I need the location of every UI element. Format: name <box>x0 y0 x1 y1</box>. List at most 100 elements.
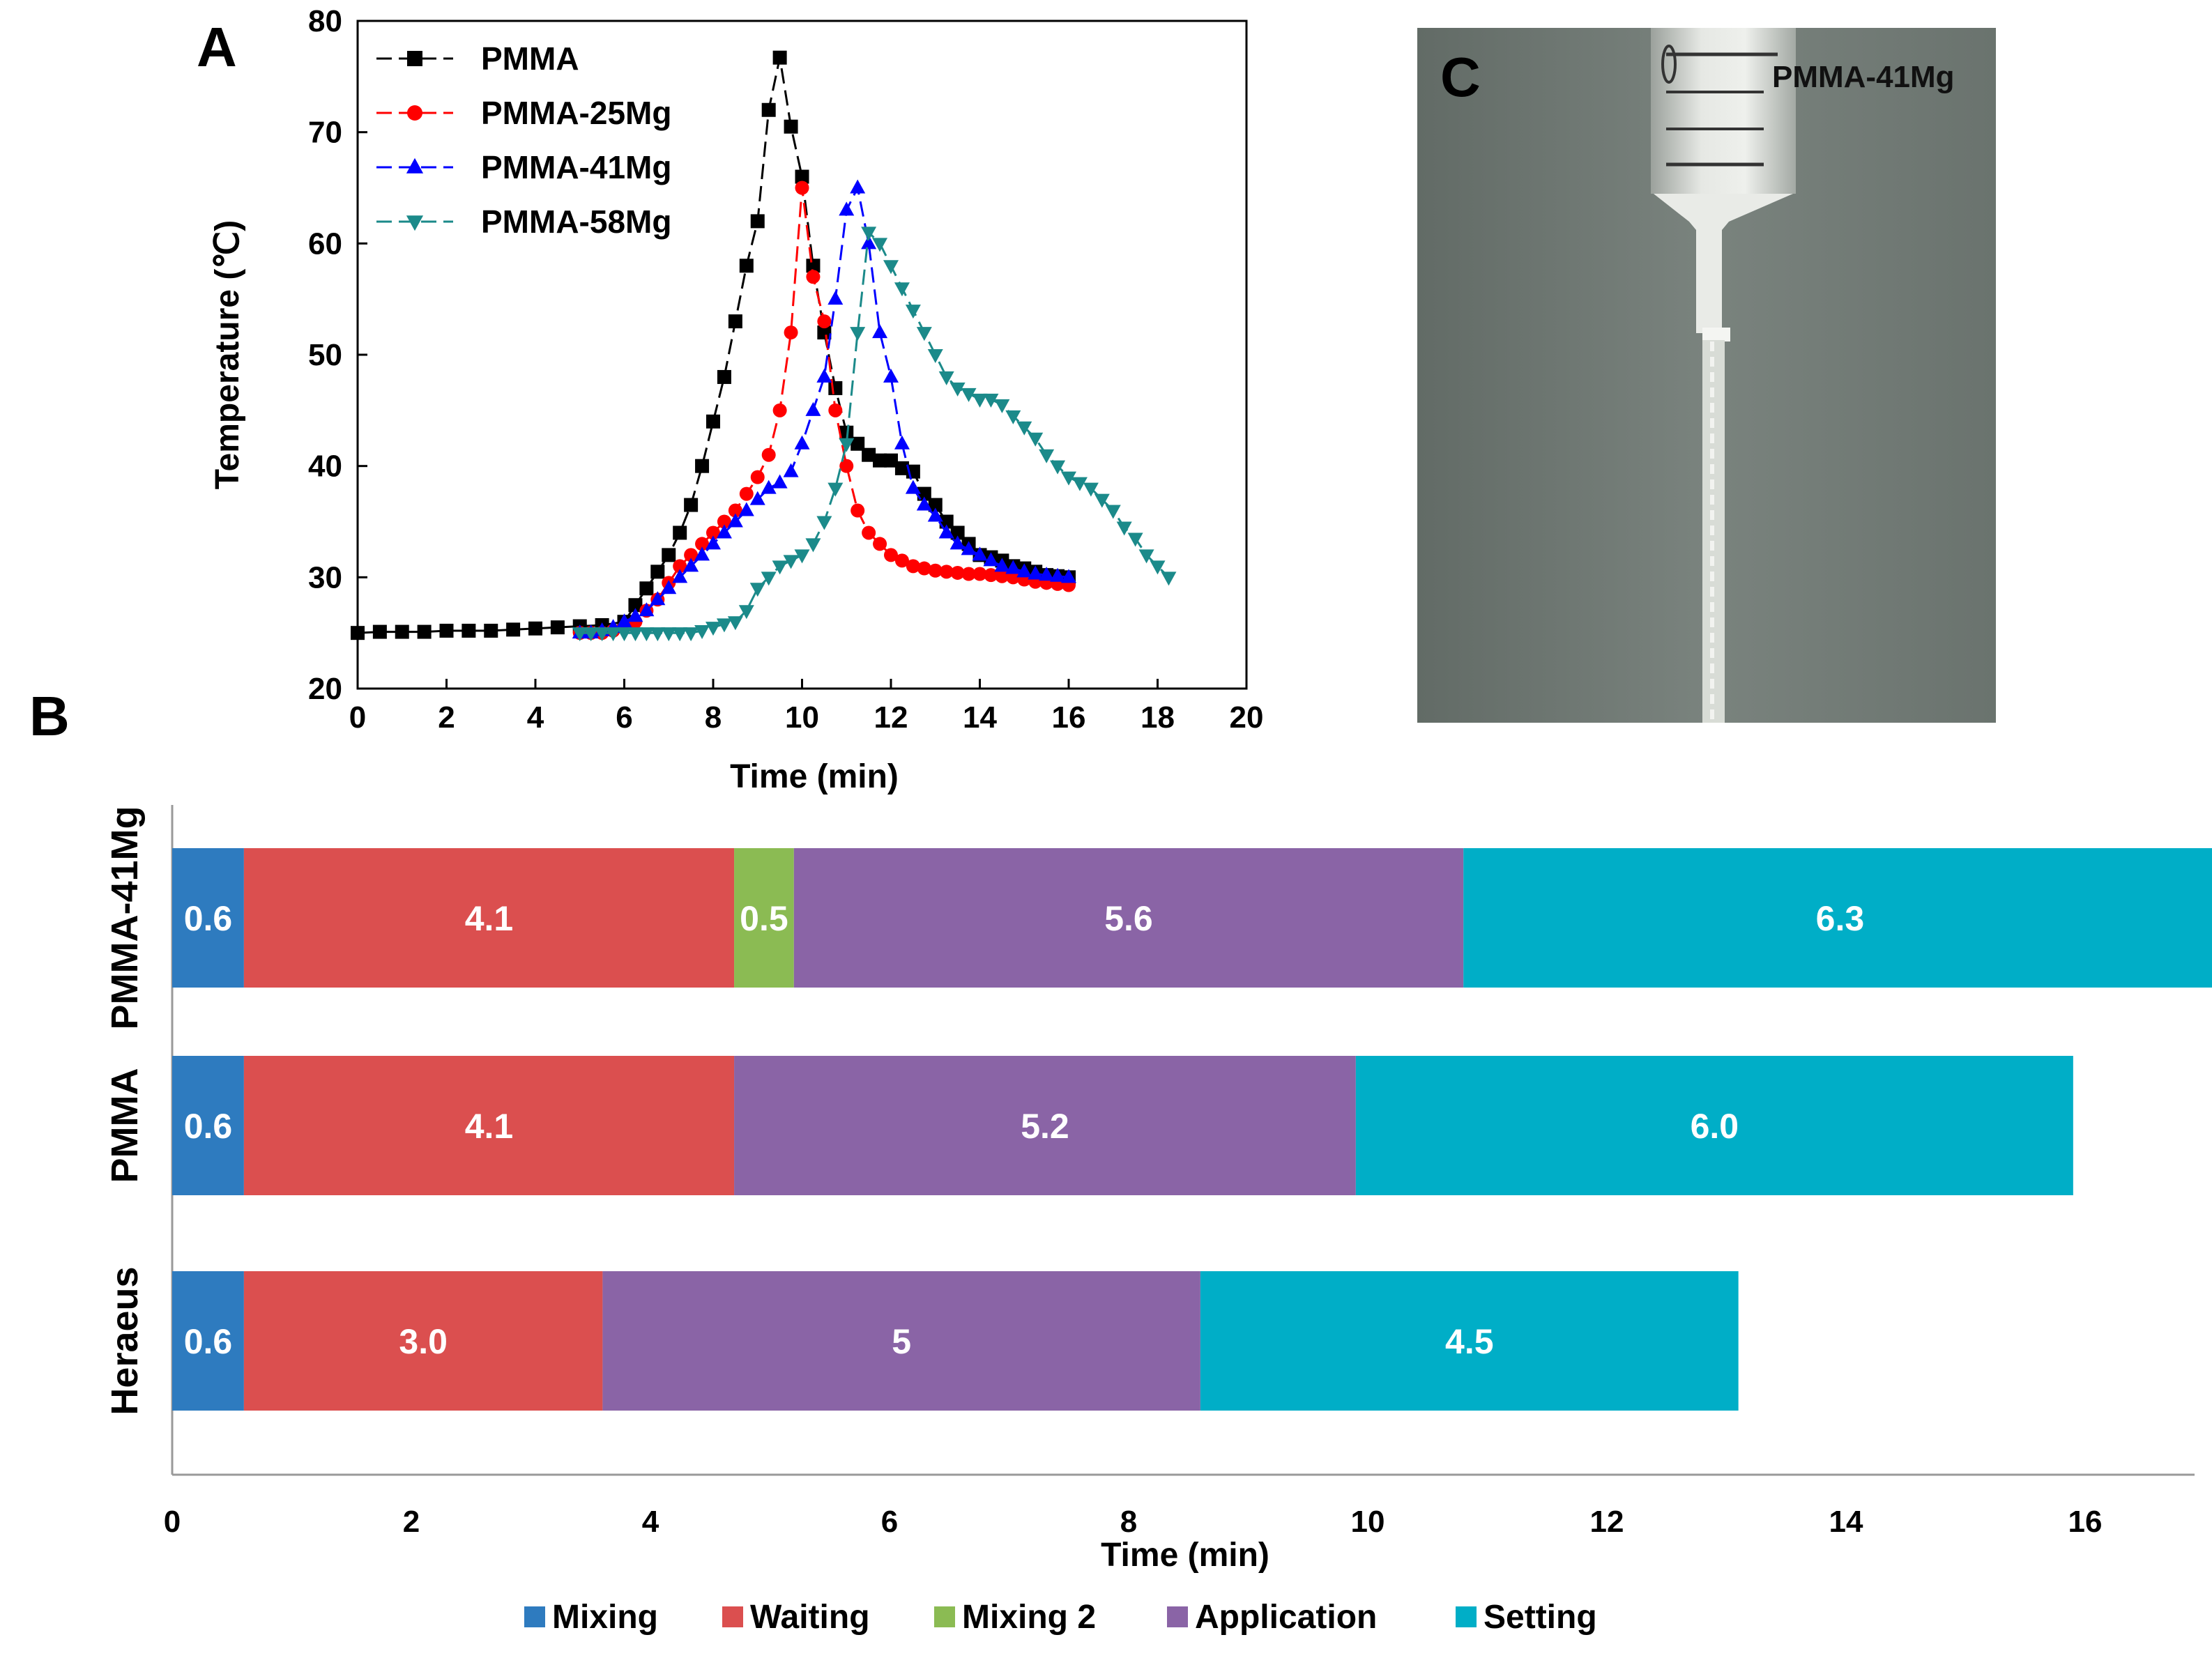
legend-label: Setting <box>1483 1599 1597 1636</box>
legend-item: Setting <box>1456 1599 1597 1636</box>
data-point <box>407 105 422 121</box>
data-point <box>407 51 422 66</box>
data-point <box>673 525 687 540</box>
data-point <box>738 502 754 516</box>
data-point <box>706 414 720 429</box>
data-point <box>817 325 832 340</box>
data-point <box>894 553 909 568</box>
bar-value-label: 6.0 <box>1691 1107 1739 1146</box>
x-tick-label: 8 <box>1120 1505 1137 1539</box>
bar-value-label: 5 <box>892 1322 911 1361</box>
data-point <box>439 623 454 638</box>
data-point <box>805 538 821 553</box>
data-point <box>694 546 710 561</box>
data-point <box>972 393 988 408</box>
data-point <box>716 524 732 539</box>
bar-value-label: 4.1 <box>465 1107 514 1146</box>
category-label: PMMA <box>104 1068 146 1183</box>
legend-swatch <box>722 1606 743 1627</box>
bar-segment <box>1355 1056 2073 1195</box>
photo-label: PMMA-41Mg <box>1772 60 1955 94</box>
data-point <box>662 548 676 562</box>
legend-swatch <box>1167 1606 1188 1627</box>
data-point <box>916 496 932 511</box>
bar-row-heraeus: 0.6 3.0 5 4.5 <box>172 1271 1739 1411</box>
legend-item: PMMA-58Mg <box>376 204 671 240</box>
bar-value-label: 0.6 <box>184 1322 233 1361</box>
data-point <box>961 541 977 555</box>
data-point <box>850 327 866 341</box>
data-point <box>616 613 632 628</box>
data-point <box>794 435 810 450</box>
data-point <box>772 560 788 575</box>
bar-segment <box>243 848 735 988</box>
data-point <box>739 259 754 273</box>
x-tick-label: 0 <box>164 1505 181 1539</box>
data-point <box>583 627 599 642</box>
x-tick-label: 6 <box>881 1505 898 1539</box>
bar-segment <box>734 1056 1356 1195</box>
series-pmma-58mg <box>572 227 1177 642</box>
bar-value-label: 5.2 <box>1021 1107 1069 1146</box>
data-point <box>983 552 999 567</box>
data-point <box>684 498 699 512</box>
panel-b-letter: B <box>29 685 70 747</box>
data-point <box>484 623 498 638</box>
data-point <box>694 624 710 639</box>
data-point <box>717 369 731 384</box>
data-point <box>862 525 876 540</box>
data-point <box>1061 471 1076 486</box>
data-point <box>928 563 943 578</box>
data-point <box>1050 567 1066 582</box>
legend-item: Application <box>1167 1599 1377 1636</box>
data-point <box>795 169 809 184</box>
legend-item: PMMA <box>376 40 579 77</box>
data-point <box>506 622 521 637</box>
nozzle-collar <box>1702 328 1730 341</box>
data-point <box>805 401 821 416</box>
data-point <box>883 368 899 383</box>
data-point <box>406 215 424 231</box>
data-point <box>872 238 888 252</box>
x-tick-label: 12 <box>874 700 908 735</box>
temperature-line-chart: 0 2 4 6 8 10 12 14 16 18 20 20 30 40 50 60 70 80 PMMA PMMA… <box>209 4 1263 795</box>
bar-value-label: 0.5 <box>740 899 788 938</box>
data-point <box>1138 549 1154 564</box>
data-point <box>627 608 643 622</box>
data-point <box>639 581 654 596</box>
data-point <box>894 282 910 297</box>
data-point <box>994 399 1010 413</box>
data-point <box>1039 567 1055 581</box>
data-point <box>1005 410 1021 424</box>
data-point <box>372 624 387 639</box>
data-point <box>661 627 677 642</box>
data-point <box>862 447 876 462</box>
data-point <box>949 382 966 397</box>
bar-value-label: 3.0 <box>399 1322 448 1361</box>
working-time-bar-chart: 0.6 4.1 0.5 5.6 6.3 0.6 4.1 5.2 6.0 0.6 3.0 5 4.5 0 2… <box>104 805 2212 1636</box>
data-point <box>961 567 976 581</box>
x-tick-label: 16 <box>1052 700 1086 735</box>
y-tick-label: 40 <box>308 450 342 484</box>
series-line <box>579 184 1069 634</box>
data-point <box>750 470 765 484</box>
data-point <box>572 627 588 642</box>
data-point <box>927 507 943 522</box>
data-point <box>894 435 910 450</box>
x-tick-label: 14 <box>963 700 997 735</box>
data-point <box>1016 563 1032 578</box>
data-point <box>905 305 921 319</box>
barrel-mark <box>1661 45 1677 84</box>
data-point <box>917 486 931 501</box>
data-point <box>861 227 877 241</box>
legend-label: PMMA-25Mg <box>481 95 671 131</box>
data-point <box>761 447 776 462</box>
data-point <box>795 181 809 195</box>
data-point <box>1071 477 1088 491</box>
data-point <box>827 291 844 305</box>
legend-label: Waiting <box>750 1599 870 1636</box>
y-tick-label: 50 <box>308 338 342 372</box>
y-tick-label: 70 <box>308 116 342 150</box>
data-point <box>749 583 765 597</box>
data-point <box>749 491 765 505</box>
